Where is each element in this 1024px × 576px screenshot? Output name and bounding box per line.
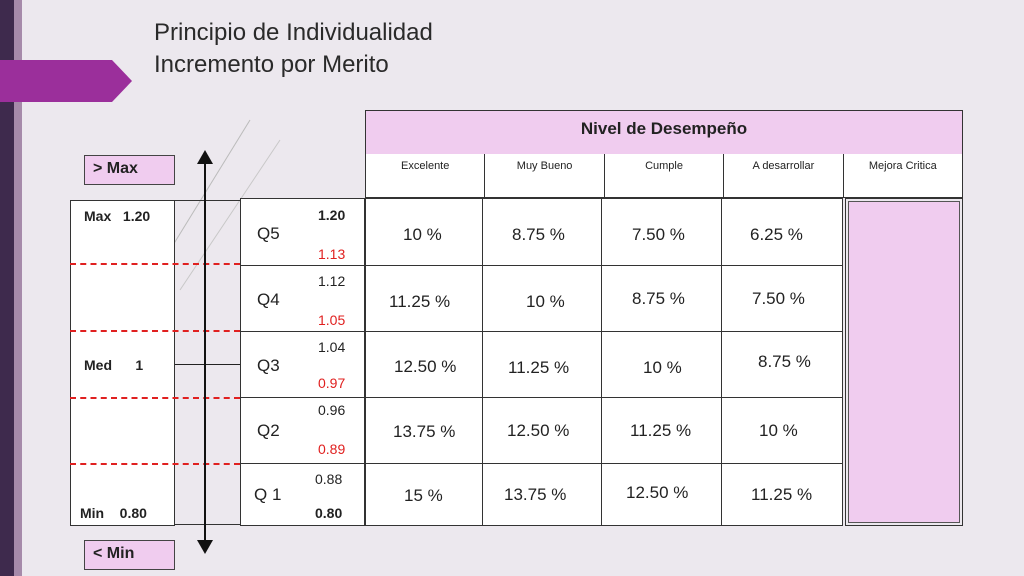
increment-cell: 11.25 % [508, 358, 570, 377]
grid-column-line [482, 198, 483, 526]
quartile-row-line [240, 463, 365, 464]
above-max-label: > Max [84, 155, 175, 185]
quartile-label: Q 1 [254, 485, 282, 504]
increment-cell: 10 % [526, 292, 565, 311]
grid-row-line [365, 397, 843, 398]
quartile-label: Q2 [257, 421, 280, 440]
mejora-critica-column-frame [845, 198, 963, 526]
increment-cell: 7.50 % [632, 225, 685, 244]
increment-cell: 13.75 % [393, 422, 456, 441]
increment-cell: 12.50 % [507, 421, 570, 440]
bottom-connector-line [175, 524, 240, 525]
increment-cell: 15 % [404, 486, 443, 505]
scale-max: Max 1.20 [84, 208, 151, 224]
vertical-axis [204, 162, 206, 544]
quartile-row-line [240, 397, 365, 398]
scale-min: Min 0.80 [80, 505, 147, 521]
quartile-label: Q5 [257, 224, 280, 243]
quartile-lower-bound: 0.89 [318, 441, 346, 457]
quartile-lower-bound: 0.80 [315, 505, 343, 521]
scale-med: Med 1 [84, 357, 144, 373]
quartile-divider-q3-q2 [70, 397, 240, 399]
quartile-column [240, 198, 365, 526]
quartile-upper-bound: 1.04 [318, 339, 346, 355]
increment-cell: 8.75 % [512, 225, 565, 244]
increment-cell: 11.25 % [389, 292, 451, 311]
quartile-lower-bound: 0.97 [318, 375, 346, 391]
increment-cell: 8.75 % [632, 289, 685, 308]
increment-cell: 13.75 % [504, 485, 567, 504]
page-title-line1: Principio de Individualidad [154, 19, 433, 46]
salary-scale-column [70, 200, 175, 526]
left-border-stripe-light [14, 0, 22, 576]
grid-row-line [365, 265, 843, 266]
arrow-down-icon [197, 540, 213, 554]
performance-level-row: Excelente Muy Bueno Cumple A desarrollar… [365, 154, 963, 198]
quartile-divider-q4-q3 [70, 330, 240, 332]
quartile-row-line [240, 331, 365, 332]
increment-cell: 12.50 % [626, 483, 689, 502]
increment-cell: 10 % [403, 225, 442, 244]
performance-level-header: Nivel de Desempeño [365, 110, 963, 155]
grid-row-line [365, 331, 843, 332]
increment-cell: 10 % [643, 358, 682, 377]
quartile-divider-q5-q4 [70, 263, 240, 265]
left-border-stripe [0, 0, 14, 576]
level-excelente: Excelente [366, 154, 486, 197]
quartile-lower-bound: 1.05 [318, 312, 346, 328]
quartile-divider-q2-q1 [70, 463, 240, 465]
increment-cell: 11.25 % [630, 421, 692, 440]
arrow-up-icon [197, 150, 213, 164]
quartile-upper-bound: 0.96 [318, 402, 346, 418]
increment-cell: 12.50 % [394, 357, 457, 376]
level-mejora-critica: Mejora Critica [868, 160, 937, 172]
increment-cell: 11.25 % [751, 485, 813, 504]
increment-matrix [365, 198, 843, 526]
increment-cell: 6.25 % [750, 225, 803, 244]
mejora-critica-column [848, 201, 960, 523]
quartile-upper-bound: 1.12 [318, 273, 346, 289]
increment-cell: 7.50 % [752, 289, 805, 308]
quartile-upper-bound: 0.88 [315, 471, 343, 487]
quartile-row-line [240, 265, 365, 266]
quartile-label: Q4 [257, 290, 280, 309]
decorative-lines [169, 119, 281, 291]
accent-arrow-tab [0, 60, 132, 102]
level-muy-bueno: Muy Bueno [485, 154, 605, 197]
quartile-label: Q3 [257, 356, 280, 375]
page-title-line2: Incremento por Merito [154, 51, 389, 78]
level-a-desarrollar: A desarrollar [724, 154, 844, 197]
top-connector-line [175, 200, 240, 201]
increment-cell: 10 % [759, 421, 798, 440]
quartile-lower-bound: 1.13 [318, 246, 346, 262]
median-line [175, 364, 240, 365]
performance-level-title: Nivel de Desempeño [580, 118, 748, 138]
increment-cell: 8.75 % [758, 352, 811, 371]
quartile-upper-bound: 1.20 [318, 207, 346, 223]
below-min-label: < Min [84, 540, 175, 570]
grid-column-line [721, 198, 722, 526]
grid-row-line [365, 463, 843, 464]
level-cumple: Cumple [605, 154, 725, 197]
grid-column-line [601, 198, 602, 526]
